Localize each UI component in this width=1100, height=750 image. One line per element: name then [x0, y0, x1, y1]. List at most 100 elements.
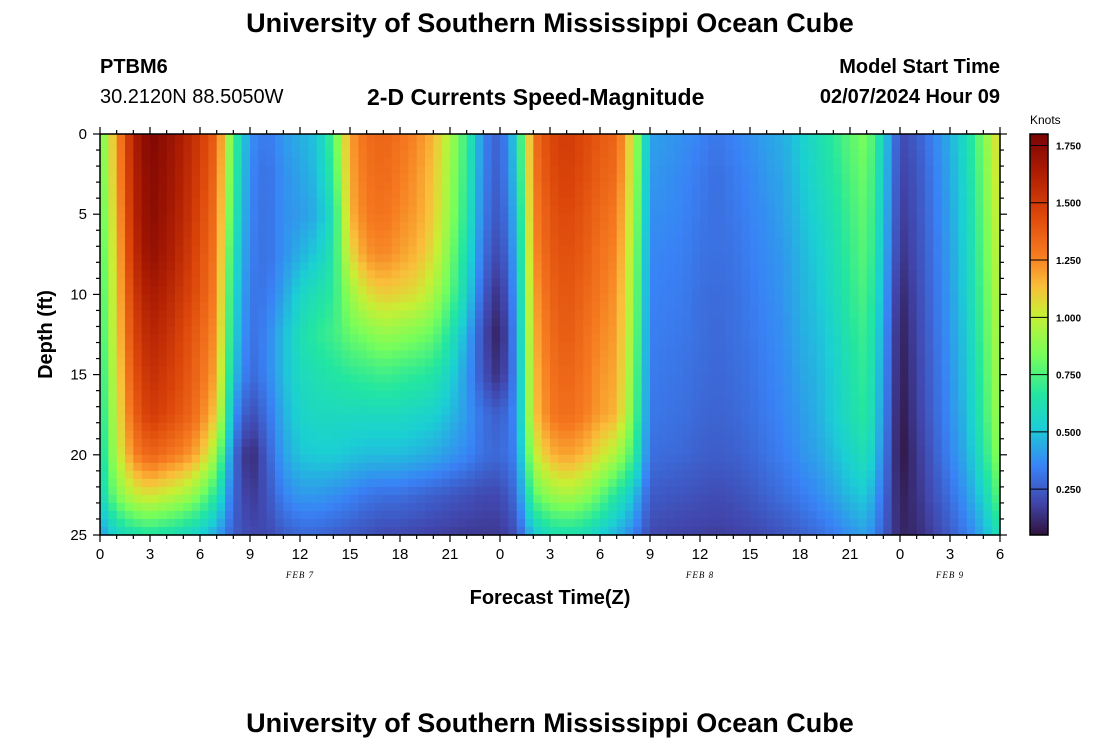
heat-cell — [450, 190, 459, 199]
heat-cell — [866, 302, 876, 312]
heat-cell — [508, 454, 518, 464]
heat-cell — [275, 286, 284, 295]
heat-cell — [466, 230, 476, 239]
heat-cell — [525, 406, 534, 416]
heat-cell — [775, 134, 784, 143]
heat-cell — [466, 366, 476, 376]
heat-cell — [825, 478, 834, 488]
heat-cell — [625, 310, 634, 320]
heat-cell — [600, 222, 609, 231]
heat-cell — [733, 198, 743, 207]
heat-cell — [375, 182, 384, 191]
heat-cell — [150, 494, 159, 504]
heat-cell — [291, 454, 301, 464]
heat-cell — [700, 262, 709, 271]
heat-cell — [433, 158, 443, 167]
heat-cell — [125, 286, 134, 295]
heat-cell — [216, 174, 226, 183]
heat-cell — [858, 494, 868, 504]
heat-cell — [900, 270, 909, 279]
heat-cell — [266, 326, 276, 336]
heat-cell — [900, 174, 909, 183]
heat-cell — [566, 278, 576, 287]
heat-cell — [366, 158, 376, 167]
heat-cell — [950, 262, 959, 271]
heat-cell — [350, 190, 359, 199]
heat-cell — [450, 142, 459, 151]
heat-cell — [133, 430, 143, 440]
heat-cell — [991, 430, 1001, 440]
heat-cell — [600, 398, 609, 408]
heat-cell — [466, 246, 476, 255]
heat-cell — [941, 470, 951, 480]
heat-cell — [241, 350, 251, 360]
heat-cell — [125, 270, 134, 279]
heat-cell — [733, 166, 743, 175]
heat-cell — [808, 270, 818, 279]
heat-cell — [991, 166, 1001, 175]
heat-cell — [400, 302, 409, 312]
heat-cell — [825, 382, 834, 392]
heat-cell — [466, 174, 476, 183]
heat-cell — [408, 438, 418, 448]
heat-cell — [333, 462, 343, 472]
heat-cell — [233, 342, 243, 352]
heat-cell — [116, 230, 126, 239]
heat-cell — [550, 206, 559, 215]
heat-cell — [116, 278, 126, 287]
heat-cell — [683, 382, 693, 392]
heat-cell — [833, 174, 843, 183]
heat-cell — [250, 262, 259, 271]
heat-cell — [441, 190, 451, 199]
heat-cell — [458, 262, 468, 271]
heat-cell — [500, 414, 509, 424]
heat-cell — [125, 390, 134, 400]
heat-cell — [858, 382, 868, 392]
heat-cell — [850, 214, 859, 223]
heat-cell — [325, 286, 334, 295]
heat-cell — [383, 382, 393, 392]
heat-cell — [683, 414, 693, 424]
heat-cell — [883, 270, 893, 279]
heat-cell — [800, 174, 809, 183]
heat-cell — [208, 142, 218, 151]
heat-cell — [925, 454, 934, 464]
heat-cell — [316, 142, 326, 151]
heat-cell — [600, 494, 609, 504]
heat-cell — [625, 302, 634, 312]
heat-cell — [875, 238, 884, 247]
heat-cell — [475, 246, 484, 255]
heat-cell — [533, 230, 543, 239]
heat-cell — [250, 374, 259, 384]
heat-cell — [658, 270, 668, 279]
heat-cell — [225, 454, 234, 464]
heat-cell — [908, 398, 918, 408]
heat-cell — [866, 446, 876, 456]
heat-cell — [408, 214, 418, 223]
heat-cell — [416, 278, 426, 287]
heat-cell — [133, 342, 143, 352]
heat-cell — [275, 262, 284, 271]
heat-cell — [941, 262, 951, 271]
heat-cell — [408, 350, 418, 360]
heat-cell — [633, 214, 643, 223]
heat-cell — [225, 286, 234, 295]
heat-cell — [950, 238, 959, 247]
heat-cell — [600, 150, 609, 159]
heat-cell — [500, 158, 509, 167]
heat-cell — [866, 294, 876, 304]
heat-cell — [200, 150, 209, 159]
heat-cell — [158, 182, 168, 191]
heat-cell — [983, 262, 993, 271]
heat-cell — [791, 198, 801, 207]
heat-cell — [708, 350, 718, 360]
heat-cell — [150, 406, 159, 416]
heat-cell — [133, 350, 143, 360]
heat-cell — [391, 334, 401, 344]
heat-cell — [566, 438, 576, 448]
heat-cell — [316, 206, 326, 215]
heat-cell — [691, 382, 701, 392]
heat-cell — [766, 414, 776, 424]
heat-cell — [566, 174, 576, 183]
heat-cell — [866, 334, 876, 344]
